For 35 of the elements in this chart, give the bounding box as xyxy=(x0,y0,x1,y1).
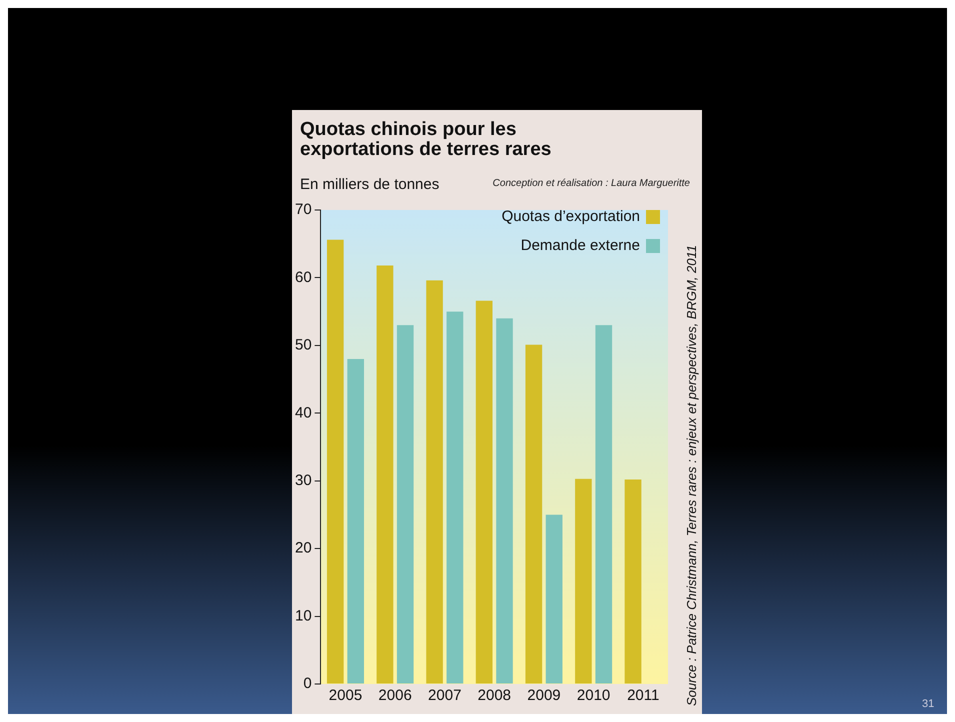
x-tick-label: 2011 xyxy=(627,687,660,704)
text: 31 xyxy=(922,698,934,710)
bar xyxy=(476,300,493,684)
x-tick-label: 2010 xyxy=(576,687,610,704)
x-tick-label: 2008 xyxy=(478,687,512,704)
bar xyxy=(426,280,443,684)
bar xyxy=(595,325,612,684)
y-axis-title: En milliers de tonnes xyxy=(300,176,440,193)
chart-title: Quotas chinois pour les exportations de terres rares xyxy=(300,119,552,160)
y-tick-label: 20 xyxy=(294,540,312,557)
legend-label: Demande externe xyxy=(520,237,640,254)
bar xyxy=(525,344,542,684)
text: Conception et réalisation : Laura Margueritte xyxy=(492,178,690,189)
y-tick-label: 40 xyxy=(294,404,312,422)
x-tick-label: 2005 xyxy=(328,687,362,704)
x-tick-label: 2006 xyxy=(378,687,412,704)
y-tick-label: 10 xyxy=(294,607,312,624)
bar xyxy=(376,266,394,684)
x-tick-label: 2007 xyxy=(428,687,462,704)
bar xyxy=(546,514,562,684)
legend-label: Quotas d’exportation xyxy=(502,208,640,225)
bar xyxy=(624,480,642,684)
source-note: Source : Patrice Christmann, Terres rares : enjeux et perspectives, BRGM, 2011 xyxy=(684,245,699,706)
bar xyxy=(496,318,513,684)
y-tick-label: 50 xyxy=(294,336,312,354)
x-tick-label: 2009 xyxy=(527,687,561,704)
bar xyxy=(575,478,592,684)
y-tick-label: 60 xyxy=(294,268,312,286)
y-tick-label: 30 xyxy=(294,472,312,489)
bar xyxy=(347,358,364,684)
y-tick-label: 70 xyxy=(294,201,312,218)
y-tick-label: 0 xyxy=(303,675,312,692)
bar xyxy=(446,312,464,684)
bar xyxy=(326,240,344,684)
bar xyxy=(396,325,414,684)
